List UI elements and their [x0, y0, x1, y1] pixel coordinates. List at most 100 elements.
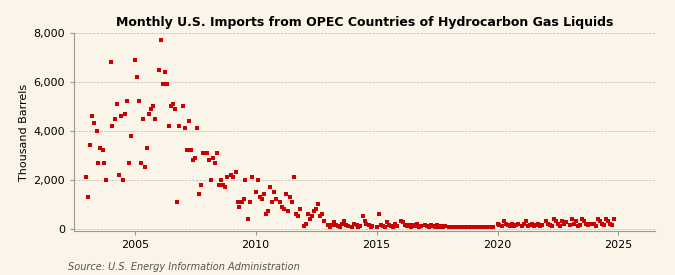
Point	[458, 224, 468, 229]
Point	[601, 217, 612, 221]
Point	[244, 199, 255, 204]
Point	[142, 146, 153, 150]
Point	[216, 177, 227, 182]
Point	[502, 223, 513, 227]
Point	[559, 221, 570, 226]
Point	[565, 223, 576, 227]
Point	[159, 70, 170, 74]
Point	[242, 217, 253, 221]
Point	[383, 223, 394, 227]
Point	[291, 212, 302, 216]
Point	[214, 182, 225, 187]
Point	[474, 224, 485, 229]
Point	[236, 199, 247, 204]
Point	[412, 221, 423, 226]
Point	[402, 224, 412, 228]
Point	[124, 160, 134, 165]
Point	[171, 199, 182, 204]
Point	[137, 116, 148, 121]
Point	[91, 129, 102, 133]
Point	[566, 217, 577, 221]
Point	[310, 207, 321, 211]
Point	[371, 224, 382, 229]
Point	[119, 111, 130, 116]
Point	[190, 155, 200, 160]
Point	[95, 146, 106, 150]
Point	[202, 151, 213, 155]
Point	[111, 102, 122, 106]
Point	[468, 224, 479, 229]
Point	[188, 158, 198, 162]
Point	[593, 217, 604, 221]
Point	[178, 104, 188, 109]
Point	[276, 204, 287, 209]
Point	[89, 121, 100, 126]
Point	[163, 124, 174, 128]
Point	[353, 224, 364, 229]
Point	[153, 67, 164, 72]
Point	[351, 223, 362, 227]
Point	[482, 224, 493, 229]
Point	[267, 199, 277, 204]
Point	[522, 224, 533, 228]
Point	[254, 195, 265, 199]
Point	[275, 199, 286, 204]
Point	[149, 116, 160, 121]
Point	[285, 195, 296, 199]
Point	[420, 223, 431, 227]
Point	[306, 214, 317, 219]
Point	[113, 173, 124, 177]
Point	[331, 223, 342, 227]
Point	[134, 99, 144, 104]
Point	[281, 192, 292, 197]
Point	[288, 175, 299, 179]
Point	[543, 221, 554, 226]
Point	[182, 148, 192, 153]
Point	[572, 224, 583, 228]
Point	[122, 99, 132, 104]
Point	[169, 107, 180, 111]
Point	[194, 192, 205, 197]
Point	[282, 209, 293, 214]
Point	[448, 224, 459, 229]
Point	[97, 148, 108, 153]
Point	[404, 223, 414, 227]
Point	[571, 219, 582, 223]
Point	[323, 223, 333, 227]
Point	[147, 104, 158, 109]
Point	[250, 190, 261, 194]
Point	[553, 221, 564, 226]
Point	[115, 114, 126, 118]
Point	[436, 224, 447, 228]
Point	[184, 119, 194, 123]
Point	[212, 151, 223, 155]
Point	[240, 177, 251, 182]
Point	[443, 224, 454, 229]
Point	[173, 124, 184, 128]
Point	[308, 209, 319, 214]
Point	[298, 224, 309, 228]
Point	[597, 221, 608, 226]
Point	[508, 224, 519, 228]
Point	[609, 217, 620, 221]
Point	[355, 224, 366, 228]
Point	[520, 219, 531, 223]
Point	[206, 177, 217, 182]
Point	[427, 224, 438, 228]
Point	[578, 219, 589, 223]
Point	[357, 214, 368, 219]
Point	[496, 224, 507, 228]
Point	[259, 192, 269, 197]
Point	[581, 221, 592, 226]
Point	[143, 111, 154, 116]
Point	[339, 219, 350, 223]
Point	[498, 219, 509, 223]
Point	[220, 185, 231, 189]
Point	[547, 224, 558, 228]
Point	[599, 223, 610, 227]
Point	[406, 224, 416, 229]
Point	[226, 173, 237, 177]
Point	[478, 224, 489, 229]
Point	[589, 221, 599, 226]
Point	[204, 158, 215, 162]
